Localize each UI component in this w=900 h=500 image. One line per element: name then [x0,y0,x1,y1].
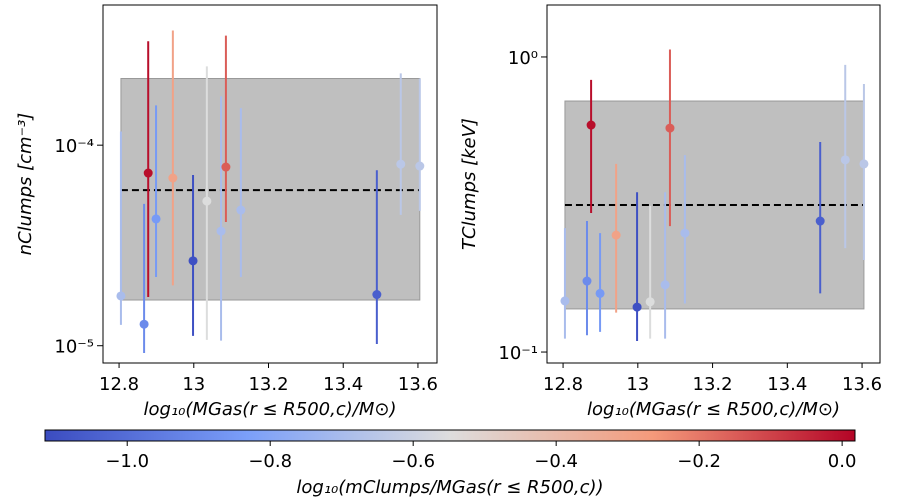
point [586,120,596,130]
x-tick-label: 12.8 [543,374,583,395]
x-tick-label: 13 [182,374,205,395]
y-tick-label: 10⁰ [508,48,538,69]
axes-frame [102,4,438,364]
x-tick-label: 12.8 [99,374,139,395]
point [116,291,126,301]
point [645,297,655,307]
point [139,319,149,329]
point [221,162,231,172]
point [396,159,406,169]
y-tick-label: 10⁻⁴ [54,136,94,157]
colorbar-tick-label: −0.6 [391,451,435,472]
x-tick-label: 13.6 [842,374,882,395]
x-tick-label: 13 [626,374,649,395]
x-tick-label: 13.2 [248,374,288,395]
point [372,290,382,300]
point [236,205,246,215]
x-axis-label: log₁₀(MGas(r ≤ R500,c)/M⊙) [144,399,397,420]
y-axis-label: TClumps [keV] [459,118,480,250]
axes-frame [546,4,881,364]
y-tick-label: 10⁻⁵ [54,337,94,358]
colorbar-tick-label: 0.0 [828,451,857,472]
point [188,256,198,266]
y-tick-label: 10⁻¹ [498,343,538,364]
colorbar-tick-label: −0.2 [677,451,721,472]
point [660,280,670,290]
point [216,226,226,236]
point [665,123,675,133]
point [595,288,605,298]
point [611,230,621,240]
x-tick-label: 13.2 [693,374,733,395]
colorbar-tick-label: −1.0 [105,451,149,472]
point [560,296,570,306]
x-tick-label: 13.4 [323,374,363,395]
point [840,155,850,165]
point [168,173,178,183]
y-axis-label: nClumps [cm⁻³] [15,113,36,256]
point [815,216,825,226]
colorbar-tick-label: −0.8 [248,451,292,472]
point [151,214,161,224]
point [582,276,592,286]
point [202,196,212,206]
point [143,168,153,178]
colorbar-label: log₁₀(mClumps/MGas(r ≤ R500,c)) [296,477,603,498]
point [632,302,642,312]
colorbar-tick-label: −0.4 [534,451,578,472]
point [415,161,425,171]
x-tick-label: 13.4 [767,374,807,395]
point [680,228,690,238]
x-axis-label: log₁₀(MGas(r ≤ R500,c)/M⊙) [587,399,840,420]
x-tick-label: 13.6 [398,374,438,395]
point [859,159,869,169]
colorbar [44,429,856,442]
